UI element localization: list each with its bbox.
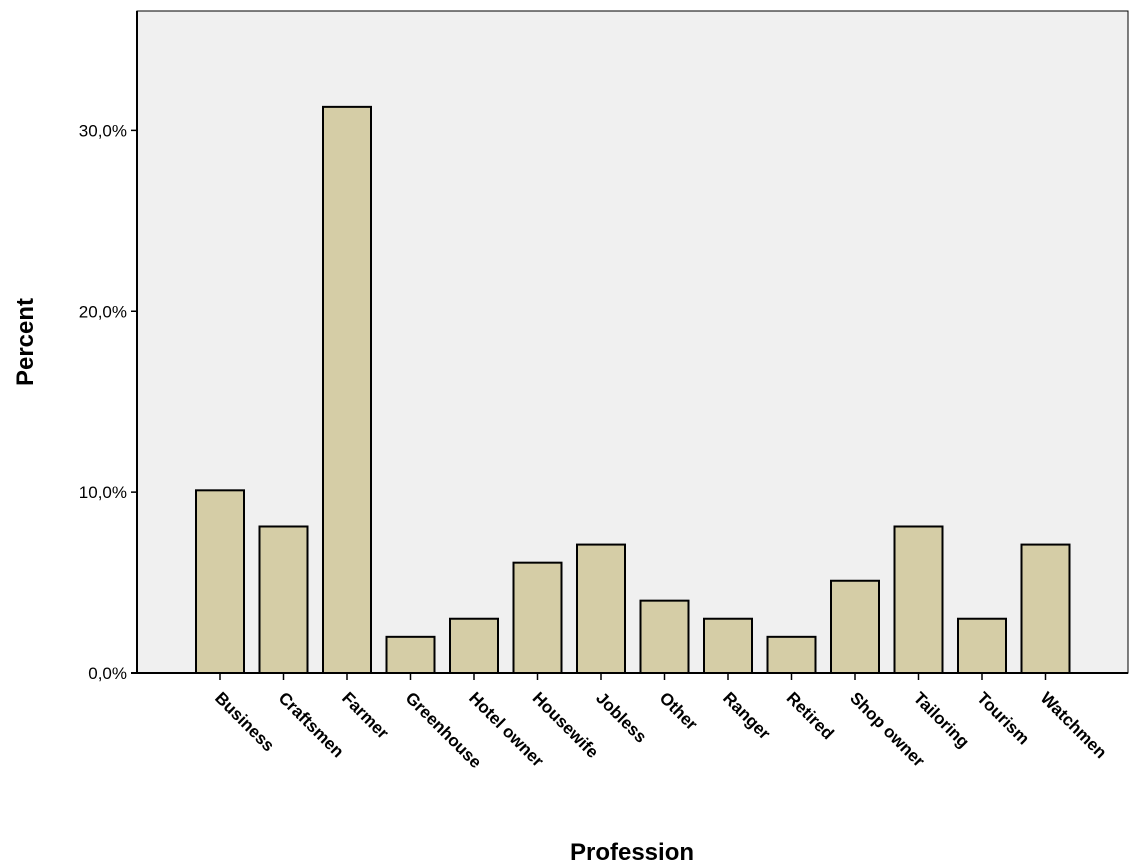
bar-farmer xyxy=(322,105,372,674)
bar-greenhouse xyxy=(385,635,436,674)
bar-craftsmen xyxy=(258,525,309,675)
bar-housewife xyxy=(512,561,563,675)
bar-business xyxy=(195,489,245,674)
x-tick-label: Watchmen xyxy=(1037,688,1111,762)
bar-tailoring xyxy=(893,525,944,675)
y-tick-label: 20,0% xyxy=(79,302,127,321)
y-axis: 0,0% 10,0% 20,0% 30,0% xyxy=(79,11,138,683)
y-tick-label: 0,0% xyxy=(88,664,127,683)
bar-retired xyxy=(766,635,817,674)
x-tick-label: Tailoring xyxy=(910,688,973,751)
bar-watchmen xyxy=(1020,543,1071,674)
x-tick-label: Jobless xyxy=(592,688,650,746)
y-axis-title: Percent xyxy=(12,298,39,386)
bar-ranger xyxy=(703,617,753,675)
bar-jobless xyxy=(576,543,626,674)
bar-tourism xyxy=(957,617,1007,675)
x-tick-label: Ranger xyxy=(719,688,774,743)
x-axis-title: Profession xyxy=(570,839,694,866)
x-tick-label: Craftsmen xyxy=(275,688,348,761)
bar-hotel-owner xyxy=(449,617,499,675)
y-tick-label: 30,0% xyxy=(79,121,127,140)
bars-group xyxy=(195,105,1071,675)
bar-other xyxy=(639,599,690,674)
y-tick-label: 10,0% xyxy=(79,483,127,502)
x-tick-label: Tourism xyxy=(973,688,1033,748)
x-tick-label: Business xyxy=(211,688,278,755)
bar-shop-owner xyxy=(830,579,880,674)
x-tick-label: Farmer xyxy=(338,688,392,742)
x-tick-label: Other xyxy=(656,688,702,734)
x-tick-label: Retired xyxy=(783,688,838,743)
